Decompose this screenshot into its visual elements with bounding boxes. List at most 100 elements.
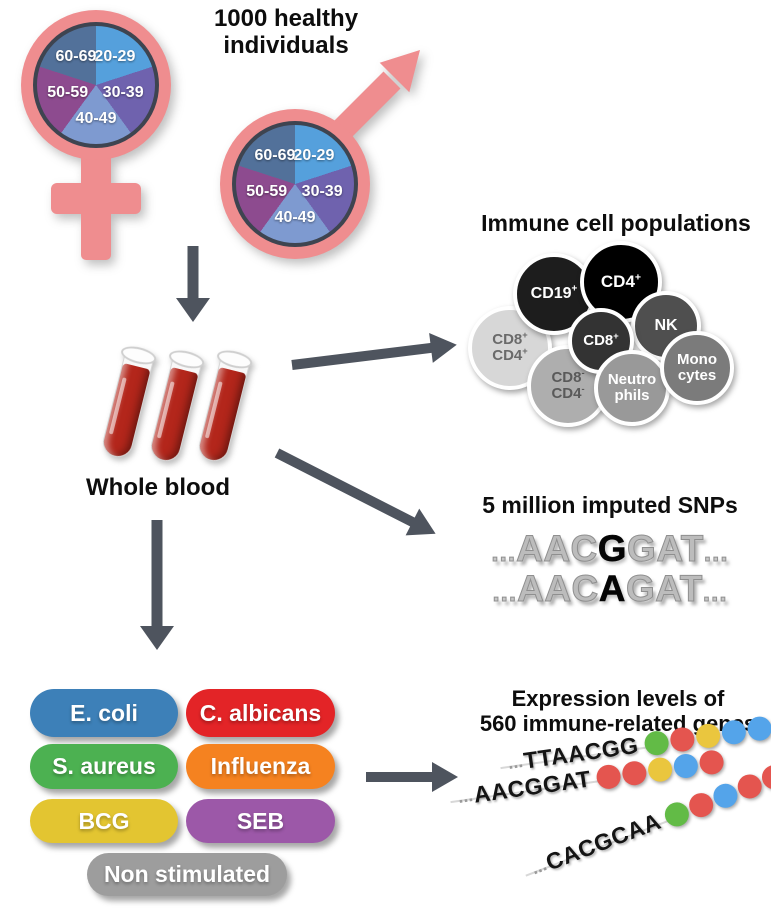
age-slice-label: 30-39 — [102, 84, 144, 102]
arrow-shaft — [187, 246, 199, 301]
cell-label: CD4+ — [492, 346, 528, 364]
male-symbol: 20-29 30-39 40-49 50-59 60-69 — [220, 48, 426, 262]
arrow-head — [405, 508, 443, 548]
arrow-shaft — [366, 772, 436, 782]
arrow-shaft — [291, 342, 436, 370]
age-slice-label: 60-69 — [55, 47, 97, 65]
arrow-shaft — [151, 520, 163, 629]
expression-heading-line1: Expression levels of — [511, 686, 725, 711]
cell-label: CD8- — [551, 367, 585, 386]
cell-label: NK — [654, 317, 678, 335]
expression-dot — [646, 755, 674, 783]
age-pie-female: 20-29 30-39 40-49 50-59 60-69 — [33, 22, 159, 148]
snp-sequence-alternate: ...AACAGAT... — [445, 568, 771, 610]
gene-ellipsis: ... — [506, 751, 525, 773]
male-ring: 20-29 30-39 40-49 50-59 60-69 — [220, 109, 370, 259]
snp-variant-base: G — [597, 528, 628, 570]
stimulus-label: C. albicans — [199, 699, 322, 726]
age-pie-male: 20-29 30-39 40-49 50-59 60-69 — [232, 121, 358, 247]
expression-dot — [672, 751, 700, 780]
cell-circle-nk: NK — [631, 291, 701, 361]
snp-sequence-reference: ...AACGGAT... — [445, 528, 771, 570]
expression-dot — [661, 798, 693, 830]
cell-label: CD4+ — [600, 271, 642, 291]
gene-sequence: CACGCAA — [542, 807, 665, 876]
snp-bases: GAT — [626, 568, 703, 610]
figure-title-line1: 1000 healthy — [213, 5, 359, 32]
snp-bases: GAT — [627, 528, 704, 570]
stimulus-label: BCG — [78, 807, 130, 834]
age-slice-label: 50-59 — [246, 183, 288, 201]
expression-dot — [685, 789, 717, 821]
expression-dot — [719, 718, 747, 746]
age-slice-label: 30-39 — [301, 183, 343, 201]
snp-ellipsis: ... — [703, 537, 729, 568]
arrow-head — [176, 298, 210, 322]
stimulus-label: SEB — [236, 807, 285, 834]
stimulus-pill-seb: SEB — [186, 799, 335, 843]
cell-label: Mono — [677, 350, 717, 368]
snp-ellipsis: ... — [492, 577, 518, 608]
cell-label: CD4- — [551, 384, 585, 402]
expression-dot — [668, 725, 696, 753]
expression-dot — [734, 770, 766, 802]
arrow-blood-to-snps — [270, 440, 443, 548]
figure-title-line2: individuals — [223, 32, 349, 60]
whole-blood-label: Whole blood — [86, 474, 230, 501]
age-slice-label: 40-49 — [274, 209, 316, 227]
stimulus-pill-bcg: BCG — [30, 799, 178, 843]
age-slice-label: 20-29 — [94, 47, 136, 65]
cell-label: Neutro — [607, 370, 657, 388]
expression-dot — [745, 714, 771, 742]
arrow-head — [432, 762, 458, 792]
arrow-stimuli-to-expression — [366, 762, 458, 792]
stimulus-pill-non-stimulated: Non stimulated — [87, 853, 287, 896]
female-cross-bar — [51, 183, 141, 214]
expression-dot — [595, 762, 623, 790]
stimulus-label: Non stimulated — [103, 861, 271, 887]
snp-bases: AAC — [516, 528, 598, 570]
immune-cells-heading: Immune cell populations — [481, 210, 751, 236]
stimulus-pill-ecoli: E. coli — [30, 689, 178, 737]
age-slice-label: 50-59 — [47, 84, 89, 102]
age-slice-label: 40-49 — [75, 110, 117, 128]
stimulus-pill-influenza: Influenza — [186, 744, 335, 789]
expression-dot — [698, 748, 726, 776]
snp-ellipsis: ... — [491, 537, 517, 568]
cell-label: cytes — [677, 367, 717, 384]
cell-label: phils — [614, 387, 650, 404]
expression-dot — [620, 759, 648, 787]
arrow-blood-to-cells — [290, 329, 459, 380]
cell-circle-neutrophils: Neutro phils — [594, 350, 670, 426]
age-slice-label: 60-69 — [254, 146, 296, 164]
stimulus-label: Influenza — [210, 753, 311, 779]
snp-variant-base: A — [598, 568, 627, 610]
cell-label: CD19+ — [530, 284, 578, 303]
snp-bases: AAC — [517, 568, 599, 610]
stimulus-label: E. coli — [70, 699, 138, 726]
arrow-head — [140, 626, 174, 650]
age-slice-label: 20-29 — [293, 146, 335, 164]
arrow-blood-to-stimuli — [140, 520, 174, 650]
arrow-shaft — [274, 448, 419, 529]
male-arrow-icon — [331, 50, 420, 141]
expression-dot — [709, 779, 741, 811]
cell-circle-monocytes: Mono cytes — [660, 331, 734, 405]
female-ring: 20-29 30-39 40-49 50-59 60-69 — [21, 10, 171, 160]
cell-label: CD8+ — [583, 330, 619, 349]
stimulus-label: S. aureus — [52, 753, 156, 779]
expression-dot — [694, 721, 722, 750]
expression-dot — [642, 729, 670, 757]
stimulus-pill-calbicans: C. albicans — [186, 689, 335, 737]
arrow-head — [429, 329, 459, 363]
female-symbol: 20-29 30-39 40-49 50-59 60-69 — [21, 10, 193, 262]
gene-ellipsis: ... — [456, 785, 475, 807]
snps-heading: 5 million imputed SNPs — [482, 492, 738, 518]
figure-title: 1000 healthy individuals — [172, 5, 400, 60]
stimulus-pill-saureus: S. aureus — [30, 744, 178, 789]
snp-ellipsis: ... — [702, 577, 728, 608]
arrow-individuals-to-blood — [176, 246, 210, 322]
cell-label: CD8+ — [492, 329, 528, 348]
tube-body — [195, 356, 251, 465]
